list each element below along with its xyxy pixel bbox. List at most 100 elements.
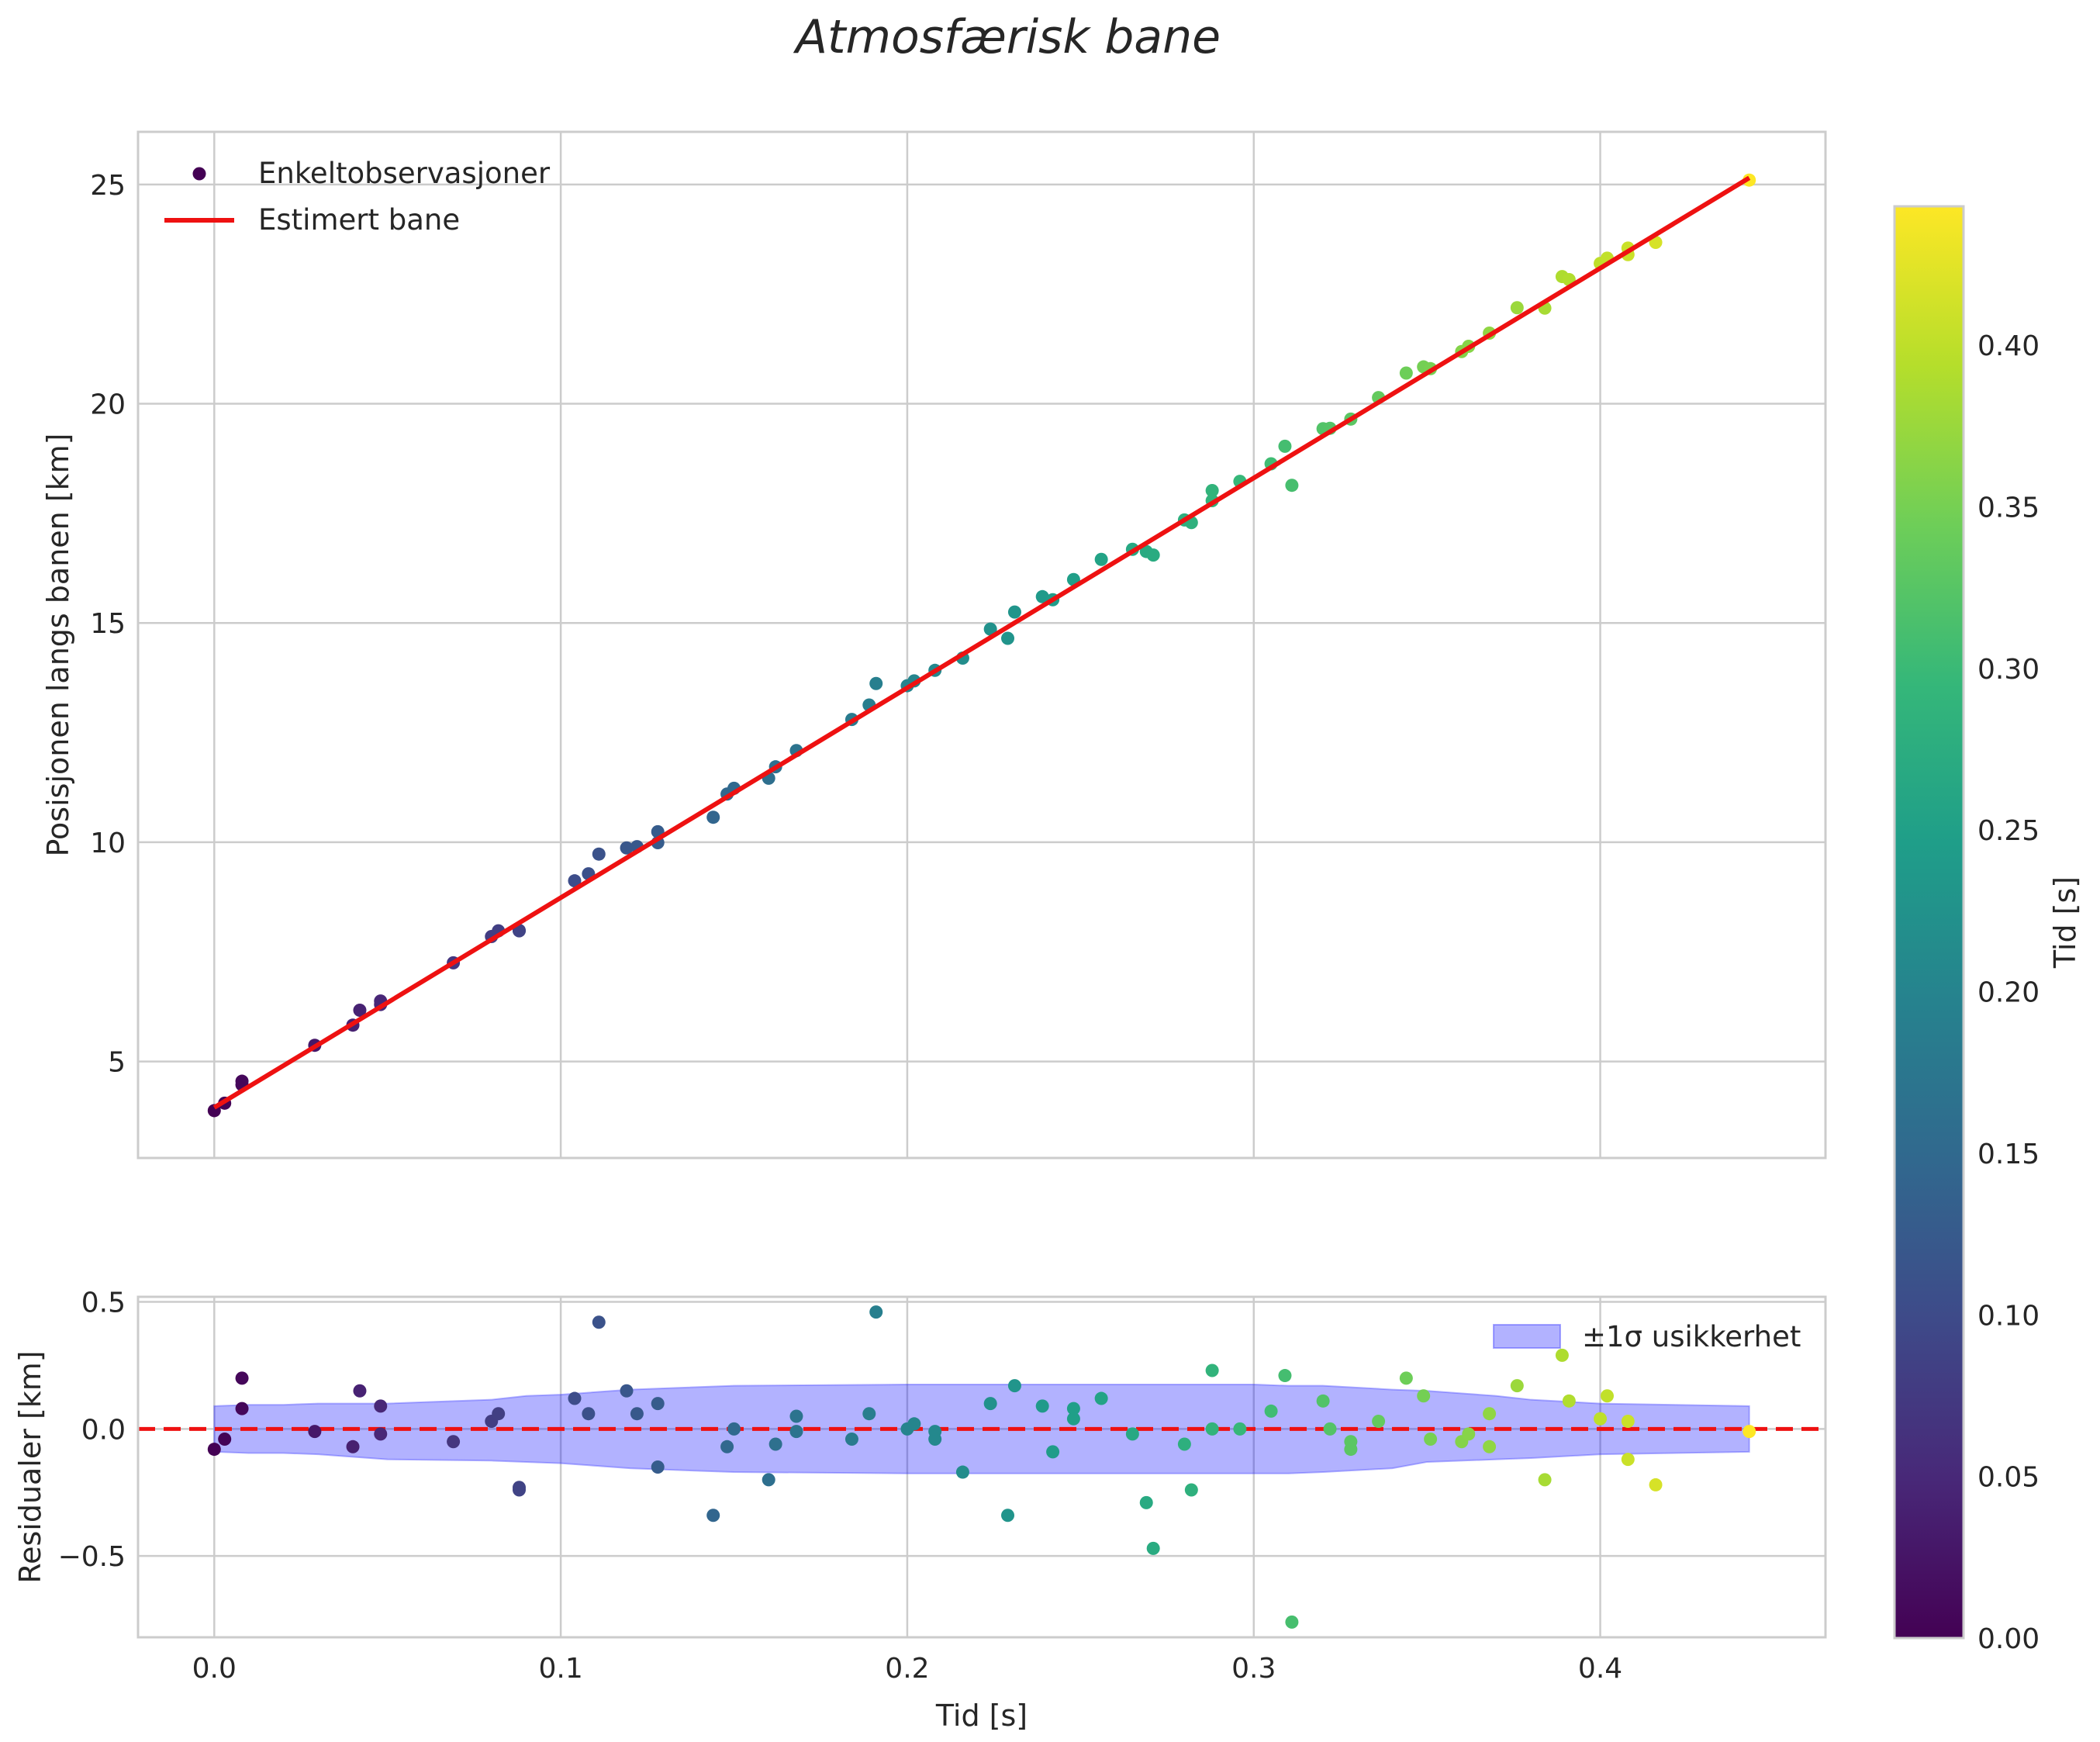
legend-label-fit-line: Estimert bane	[258, 203, 460, 237]
data-point	[592, 847, 606, 861]
data-point	[568, 874, 582, 888]
data-point	[1278, 1369, 1292, 1383]
data-point	[374, 1427, 388, 1441]
data-point	[789, 1409, 803, 1423]
data-point	[346, 1440, 360, 1453]
data-point	[769, 1437, 782, 1451]
data-point	[630, 1407, 644, 1421]
data-point	[907, 1417, 921, 1431]
data-point	[592, 1315, 606, 1329]
data-point	[582, 1407, 596, 1421]
y-tick-label: 10	[90, 828, 126, 859]
data-point	[869, 1305, 883, 1319]
colorbar-tick-label: 0.00	[1977, 1623, 2040, 1655]
data-point	[1323, 1422, 1337, 1436]
data-point	[1139, 1495, 1153, 1509]
x-tick-label: 0.1	[538, 1653, 582, 1685]
colorbar-tick-label: 0.30	[1977, 654, 2040, 686]
data-point	[1177, 1437, 1191, 1451]
data-point	[620, 841, 634, 855]
data-point	[1233, 1422, 1247, 1436]
data-point	[1399, 1371, 1413, 1385]
colorbar-tick-label: 0.35	[1977, 493, 2040, 524]
data-point	[1066, 1412, 1080, 1426]
axes-frame	[136, 130, 1827, 1160]
data-point	[1621, 1415, 1635, 1429]
data-point	[1146, 1541, 1160, 1555]
data-point	[1594, 1412, 1608, 1426]
data-point	[1094, 1391, 1108, 1405]
data-point	[1399, 366, 1413, 380]
data-point	[1001, 631, 1015, 645]
y-tick-label: −0.5	[58, 1541, 126, 1573]
data-point	[1035, 589, 1049, 603]
data-point	[235, 1402, 249, 1415]
data-point	[1205, 1364, 1219, 1377]
data-point	[1285, 1615, 1299, 1629]
data-point	[928, 1432, 942, 1446]
data-point	[1743, 1425, 1756, 1439]
data-point	[1007, 1379, 1021, 1393]
data-point	[1601, 1389, 1615, 1403]
data-point	[235, 1371, 249, 1385]
data-point	[1146, 548, 1160, 562]
colorbar-label: Tid [s]	[2048, 876, 2082, 969]
data-point	[1424, 1432, 1438, 1446]
data-point	[1483, 1440, 1497, 1453]
data-point	[651, 1397, 665, 1411]
data-point	[1035, 1399, 1049, 1413]
data-point	[1278, 439, 1292, 453]
data-point	[1649, 1478, 1663, 1491]
data-point	[1417, 1389, 1431, 1403]
x-tick-label: 0.0	[192, 1653, 237, 1685]
bottom-panel: −0.5 0.0 0.5 0.0 0.1 0.2 0.3 0.4 Residualer [km]…	[13, 1287, 1827, 1733]
data-point	[1125, 1427, 1139, 1441]
legend-label-band: ±1σ usikkerhet	[1582, 1320, 1801, 1353]
y-axis-label: Posisjonen langs banen [km]	[41, 433, 75, 856]
data-point	[218, 1432, 232, 1446]
data-point	[706, 811, 720, 824]
data-point	[983, 1397, 997, 1411]
uncertainty-band	[213, 1384, 1750, 1474]
y-tick-label: 25	[90, 170, 126, 202]
data-point	[1094, 552, 1108, 566]
data-point	[706, 1509, 720, 1523]
data-point	[1205, 1422, 1219, 1436]
data-point	[512, 1483, 526, 1497]
data-point	[1538, 1473, 1552, 1487]
colorbar-tick-label: 0.40	[1977, 330, 2040, 362]
data-point	[492, 1407, 506, 1421]
colorbar-tick-label: 0.10	[1977, 1300, 2040, 1332]
fit-line	[212, 175, 1751, 1110]
data-point	[720, 1440, 734, 1453]
data-point	[1510, 1379, 1524, 1393]
x-tick-label: 0.4	[1578, 1653, 1622, 1685]
data-point	[568, 1391, 582, 1405]
legend-marker-observations	[192, 167, 206, 181]
data-point	[1510, 301, 1524, 315]
colorbar-tick-label: 0.25	[1977, 815, 2040, 847]
colorbar-tick-label: 0.15	[1977, 1139, 2040, 1170]
top-panel: 5 10 15 20 25 Posisjonen langs banen [km] Enke…	[41, 130, 1827, 1160]
y-axis-label: Residualer [km]	[13, 1350, 47, 1583]
data-point	[1344, 1443, 1358, 1457]
data-point	[727, 1422, 741, 1436]
y-tick-label: 5	[108, 1047, 126, 1079]
x-axis-label: Tid [s]	[935, 1699, 1028, 1733]
data-point	[1001, 1509, 1015, 1523]
data-point	[353, 1003, 367, 1017]
data-point	[955, 1465, 969, 1479]
data-point	[1046, 1445, 1060, 1459]
data-point	[844, 1432, 858, 1446]
legend-marker-band	[1493, 1324, 1561, 1349]
y-tick-label: 15	[90, 608, 126, 640]
data-point	[207, 1443, 221, 1457]
data-point	[353, 1384, 367, 1398]
data-point	[1184, 1483, 1198, 1497]
data-point	[620, 1384, 634, 1398]
colorbar: 0.00 0.05 0.10 0.15 0.20 0.25 0.30 0.35 0.40 Tid …	[1893, 205, 2082, 1655]
data-point	[1483, 1407, 1497, 1421]
data-point	[862, 1407, 876, 1421]
colorbar-tick-label: 0.20	[1977, 977, 2040, 1009]
data-point	[1007, 605, 1021, 619]
